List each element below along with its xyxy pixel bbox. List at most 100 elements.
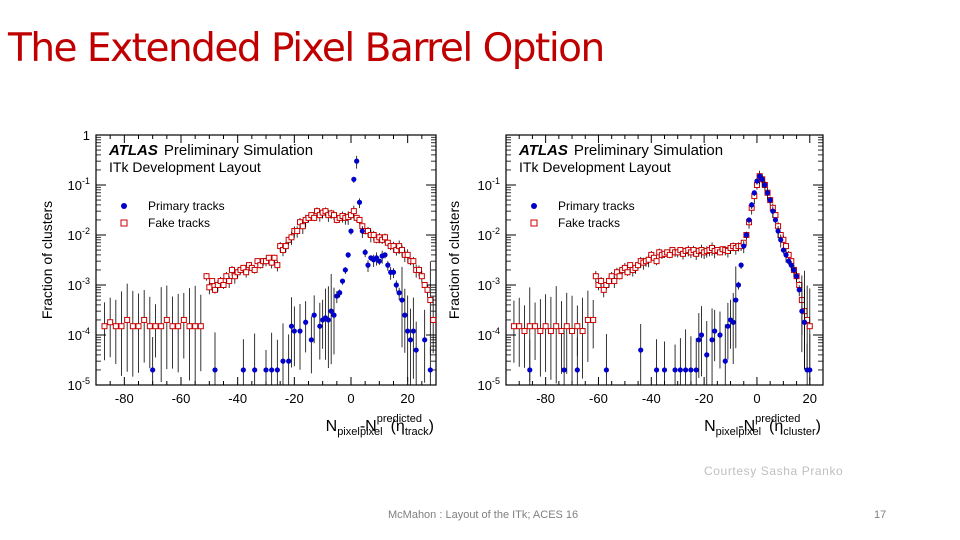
primary-track-point <box>677 367 683 373</box>
y-tick-label: 10-5 <box>478 376 500 393</box>
primary-track-point <box>799 308 805 314</box>
courtesy-credit: Courtesy Sasha Pranko <box>704 464 844 478</box>
y-axis-label: Fraction of clusters <box>39 201 55 319</box>
primary-track-point <box>762 182 768 188</box>
fake-track-point <box>410 258 417 265</box>
fake-track-point <box>356 216 363 223</box>
primary-track-point <box>725 323 731 329</box>
fake-track-point <box>563 323 570 330</box>
fake-track-point <box>118 323 125 330</box>
fake-track-point <box>430 316 437 323</box>
y-tick-base: 10 <box>478 228 492 243</box>
legend-label: Fake tracks <box>148 216 210 230</box>
y-tick-exponent: -4 <box>492 326 500 336</box>
fake-track-point <box>532 323 539 330</box>
primary-track-point <box>778 237 784 243</box>
fake-track-point <box>274 262 281 269</box>
primary-track-point <box>754 178 760 184</box>
y-tick-exponent: -2 <box>82 226 90 236</box>
y-tick-base: 10 <box>478 278 492 293</box>
primary-track-point <box>427 367 433 373</box>
primary-track-point <box>212 367 218 373</box>
primary-track-point <box>733 297 739 303</box>
primary-track-point <box>325 317 331 323</box>
primary-track-point <box>743 232 749 238</box>
atlas-label: ATLAS Preliminary Simulation <box>108 142 313 159</box>
fake-track-point <box>569 328 576 335</box>
primary-track-point <box>722 358 728 364</box>
primary-track-point <box>574 367 580 373</box>
fake-track-point <box>611 278 618 285</box>
fake-track-point <box>590 316 597 323</box>
primary-track-point <box>767 197 773 203</box>
x-axis-label-part: pixel <box>716 426 739 438</box>
fake-track-point <box>553 323 560 330</box>
primary-track-point <box>791 267 797 273</box>
x-tick-label: -20 <box>695 391 714 406</box>
fake-track-point <box>404 251 411 258</box>
primary-track-point <box>796 287 802 293</box>
slide-footer: McMahon : Layout of the ITk; ACES 16 <box>388 509 579 521</box>
y-tick-exponent: -3 <box>492 276 500 286</box>
y-tick-label: 10-3 <box>68 276 90 293</box>
chart-right: -80 -60 -40 -20 0 20 10-1 10-2 10-3 10-4 10-5 Fract… <box>443 130 863 440</box>
legend-label: Primary tracks <box>558 199 635 213</box>
fake-track-point <box>382 234 388 241</box>
fake-track-point <box>288 234 295 241</box>
primary-track-point <box>410 328 416 334</box>
x-tick-label: -40 <box>642 391 661 406</box>
primary-track-point <box>405 328 411 334</box>
atlas-label-experiment: ATLAS <box>518 142 568 159</box>
primary-track-point <box>772 217 779 223</box>
primary-track-point <box>780 247 786 253</box>
primary-track-point <box>407 337 414 343</box>
primary-track-point <box>359 228 365 234</box>
fake-track-point <box>606 278 613 285</box>
atlas-label: ATLAS Preliminary Simulation <box>518 142 723 159</box>
primary-track-point <box>291 328 297 334</box>
fake-track-point <box>510 323 517 330</box>
primary-track-point <box>399 297 405 303</box>
x-axis-label-part: cluster <box>783 426 816 438</box>
fake-track-point <box>427 297 434 304</box>
primary-track-point <box>738 262 744 268</box>
fake-track-point <box>282 243 289 250</box>
fake-track-point <box>141 316 148 323</box>
y-tick-label: 10-2 <box>68 226 90 243</box>
legend-marker-primary <box>121 203 127 209</box>
fake-track-point <box>311 214 318 221</box>
primary-track-point <box>672 367 678 373</box>
primary-track-point <box>382 252 388 258</box>
primary-track-point <box>348 228 354 234</box>
primary-track-point <box>788 262 794 268</box>
atlas-label-status: Preliminary Simulation <box>574 142 723 159</box>
layout-label: ITk Development Layout <box>519 159 671 175</box>
legend-marker-fake <box>120 219 128 227</box>
primary-track-point <box>252 367 258 373</box>
fake-track-point <box>268 259 275 266</box>
primary-track-point <box>150 367 156 373</box>
atlas-label-experiment: ATLAS <box>108 142 158 159</box>
fake-track-point <box>265 254 272 261</box>
primary-track-point <box>263 367 269 373</box>
primary-track-point <box>741 243 747 249</box>
fake-track-point <box>783 243 790 250</box>
primary-track-point <box>735 282 742 288</box>
primary-track-point <box>354 158 360 164</box>
y-tick-label: 10-1 <box>478 176 500 193</box>
primary-track-point <box>603 367 609 373</box>
fake-track-point <box>616 273 623 280</box>
fake-track-point <box>584 316 591 323</box>
fake-track-point <box>416 266 422 273</box>
y-tick-base: 10 <box>68 228 82 243</box>
primary-track-point <box>402 312 408 318</box>
y-tick-base: 10 <box>68 278 82 293</box>
y-tick-exponent: -1 <box>82 176 90 186</box>
x-axis-label-part: (η <box>769 418 783 435</box>
primary-track-point <box>351 176 357 182</box>
fake-track-point <box>399 247 405 254</box>
fake-track-point <box>169 323 176 330</box>
fake-track-point <box>645 256 652 263</box>
y-tick-label: 10-1 <box>68 176 90 193</box>
primary-track-point <box>783 252 789 258</box>
